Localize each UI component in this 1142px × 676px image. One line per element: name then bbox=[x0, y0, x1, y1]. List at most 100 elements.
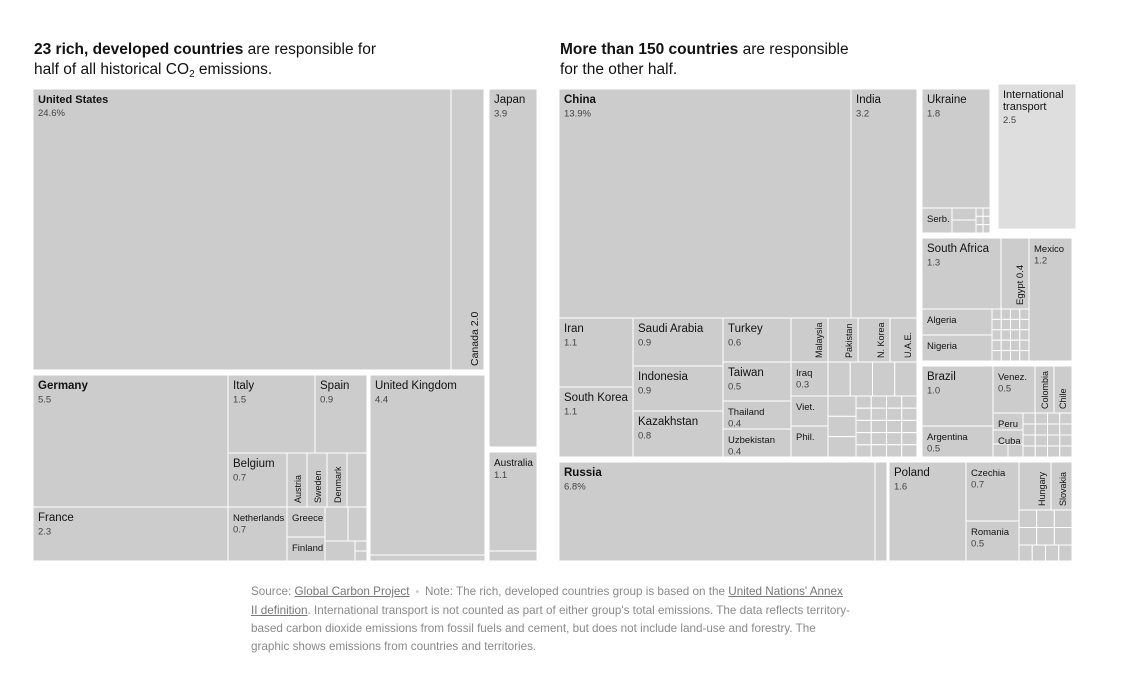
label-netherlands: Netherlands bbox=[233, 513, 284, 524]
label-chile: Chile bbox=[1058, 388, 1068, 409]
label-ukraine: Ukraine bbox=[927, 94, 967, 106]
label-romania: Romania bbox=[971, 527, 1010, 538]
small-country-tile-43 bbox=[827, 436, 857, 458]
small-country-tile-37 bbox=[827, 361, 851, 397]
value-ukraine: 1.8 bbox=[927, 109, 940, 120]
small-country-tile-51 bbox=[870, 419, 887, 434]
annex-ii-link[interactable]: United Nations' Annex II definition bbox=[251, 585, 843, 617]
label-uzbekistan: Uzbekistan bbox=[728, 435, 775, 446]
label-egypt: Egypt 0.4 bbox=[1015, 265, 1026, 305]
label-germany: Germany bbox=[38, 380, 88, 392]
small-country-tile-56 bbox=[886, 419, 903, 434]
value-belgium: 0.7 bbox=[233, 473, 246, 484]
tile-algeria bbox=[921, 308, 993, 336]
value-united-kingdom: 4.4 bbox=[375, 395, 388, 406]
small-country-tile-1 bbox=[488, 550, 538, 562]
small-country-tile-10 bbox=[951, 219, 977, 234]
small-country-tile-69 bbox=[1022, 445, 1036, 458]
tile-kazakhstan bbox=[632, 410, 724, 458]
value-mexico: 1.2 bbox=[1034, 256, 1047, 267]
small-country-tile-88 bbox=[1053, 527, 1073, 546]
small-country-tile-60 bbox=[901, 407, 918, 421]
tile-united-states bbox=[32, 88, 452, 371]
value-netherlands: 0.7 bbox=[233, 525, 246, 536]
tile-romania bbox=[965, 520, 1020, 562]
small-country-tile-75 bbox=[1047, 423, 1061, 436]
small-country-tile-9 bbox=[951, 207, 977, 221]
small-country-tile-32 bbox=[1019, 308, 1030, 320]
small-country-tile-36 bbox=[1019, 350, 1030, 362]
small-country-tile-54 bbox=[886, 395, 903, 409]
small-country-tile-55 bbox=[886, 407, 903, 421]
small-country-tile-77 bbox=[1047, 445, 1061, 458]
label-venez: Venez. bbox=[998, 372, 1027, 383]
small-country-tile-50 bbox=[870, 407, 887, 421]
tile-finland bbox=[286, 536, 326, 562]
small-country-tile-17 bbox=[991, 308, 1002, 320]
small-country-tile-59 bbox=[901, 395, 918, 409]
small-country-tile-38 bbox=[849, 361, 873, 397]
small-country-tile-13 bbox=[975, 224, 984, 234]
value-iraq: 0.3 bbox=[796, 380, 809, 391]
value-united-states: 24.6% bbox=[38, 108, 65, 119]
small-country-tile-34 bbox=[1019, 329, 1030, 341]
small-country-tile-18 bbox=[991, 318, 1002, 331]
label-brazil: Brazil bbox=[927, 371, 956, 383]
small-country-tile-42 bbox=[827, 415, 857, 438]
value-kazakhstan: 0.8 bbox=[638, 431, 651, 442]
label-international-transport: International bbox=[1003, 89, 1064, 101]
label-south-africa: South Africa bbox=[927, 243, 990, 255]
small-country-tile-35 bbox=[1019, 339, 1030, 352]
tile-argentina bbox=[921, 425, 994, 458]
value-brazil: 1.0 bbox=[927, 386, 940, 397]
small-country-tile-83 bbox=[1018, 509, 1038, 528]
small-country-tile-45 bbox=[855, 407, 872, 421]
value-indonesia: 0.9 bbox=[638, 386, 651, 397]
small-country-tile-53 bbox=[870, 444, 887, 458]
small-country-tile-62 bbox=[901, 432, 918, 446]
small-country-tile-63 bbox=[901, 444, 918, 458]
label-thailand: Thailand bbox=[728, 407, 764, 418]
label-hungary: Hungary bbox=[1037, 471, 1047, 506]
tile-saudi-arabia bbox=[632, 317, 724, 367]
tile-international-transport bbox=[997, 83, 1077, 230]
label-russia: Russia bbox=[564, 467, 602, 479]
small-country-tile-12 bbox=[975, 215, 984, 226]
source-link[interactable]: Global Carbon Project bbox=[294, 585, 410, 598]
small-country-tile-7 bbox=[354, 550, 368, 562]
small-country-tile-39 bbox=[872, 361, 896, 397]
label-south-korea: South Korea bbox=[564, 392, 629, 404]
label-n-korea: N. Korea bbox=[876, 322, 886, 358]
tile-poland bbox=[888, 461, 967, 562]
tile-serb bbox=[921, 207, 953, 234]
tile-hungary bbox=[1018, 461, 1052, 511]
small-country-tile-48 bbox=[855, 444, 872, 458]
note-text-end: . International transport is not counted… bbox=[251, 604, 851, 653]
label-pakistan: Pakistan bbox=[844, 323, 854, 358]
value-czechia: 0.7 bbox=[971, 480, 984, 491]
value-thailand: 0.4 bbox=[728, 419, 741, 430]
small-country-tile-6 bbox=[354, 540, 368, 552]
small-country-tile-19 bbox=[991, 329, 1002, 341]
label-colombia: Colombia bbox=[1040, 371, 1050, 409]
label-sweden: Sweden bbox=[313, 470, 323, 503]
small-country-tile-70 bbox=[1034, 412, 1048, 425]
tile-canada bbox=[450, 88, 485, 371]
tile-turkey bbox=[722, 317, 792, 363]
tile-uzbekistan bbox=[722, 428, 792, 458]
label-greece: Greece bbox=[292, 513, 323, 524]
small-country-tile-33 bbox=[1019, 318, 1030, 331]
label-saudi-arabia: Saudi Arabia bbox=[638, 323, 704, 335]
value-argentina: 0.5 bbox=[927, 444, 940, 455]
small-country-tile-49 bbox=[870, 395, 887, 409]
value-russia: 6.8% bbox=[564, 482, 586, 493]
tile-ukraine bbox=[921, 88, 991, 209]
value-international-transport: 2.5 bbox=[1003, 115, 1016, 126]
tile-netherlands bbox=[227, 506, 288, 562]
small-country-tile-46 bbox=[855, 419, 872, 434]
small-country-tile-24 bbox=[1000, 329, 1011, 341]
small-country-tile-90 bbox=[1031, 544, 1046, 562]
footnote: Source: Global Carbon Project • Note: The … bbox=[251, 583, 851, 656]
small-country-tile-47 bbox=[855, 432, 872, 446]
value-south-korea: 1.1 bbox=[564, 407, 577, 418]
